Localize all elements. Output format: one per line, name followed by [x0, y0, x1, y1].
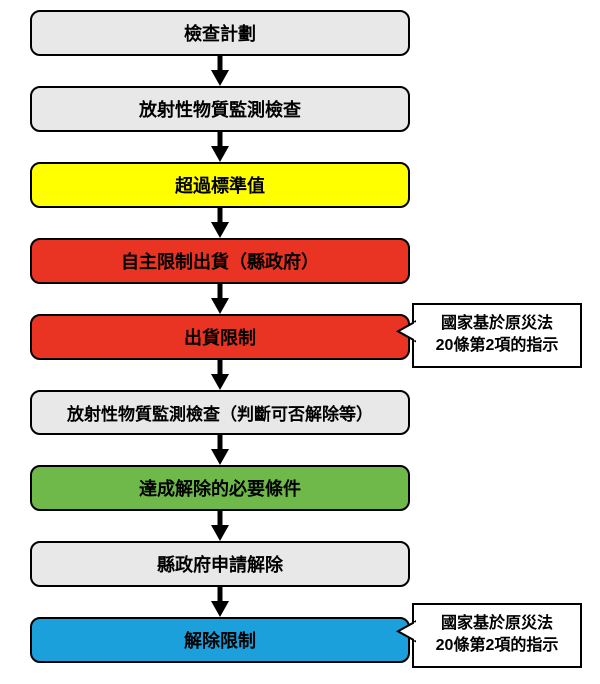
node-label: 放射性物質監測檢查（判斷可否解除等） [67, 405, 373, 424]
callout-line2: 20條第2項的指示 [420, 335, 574, 357]
callout-line2: 20條第2項的指示 [420, 635, 574, 657]
arrow-down-icon [30, 284, 410, 314]
node-label: 放射性物質監測檢查 [139, 100, 301, 120]
arrow-down-icon [30, 56, 410, 86]
callout-line1: 國家基於原災法 [420, 613, 574, 635]
arrow-down-icon [30, 511, 410, 541]
flow-node-n7: 達成解除的必要條件 [30, 465, 410, 511]
flow-node-n8: 縣政府申請解除 [30, 541, 410, 587]
arrow-down-icon [30, 587, 410, 617]
flow-node-n4: 自主限制出貨（縣政府） [30, 238, 410, 284]
node-label: 檢查計劃 [184, 24, 256, 44]
node-label: 出貨限制 [184, 328, 256, 348]
arrow-down-icon [30, 360, 410, 390]
flow-node-n2: 放射性物質監測檢查 [30, 86, 410, 132]
node-label: 達成解除的必要條件 [139, 479, 301, 499]
flow-node-n3: 超過標準值 [30, 162, 410, 208]
arrow-down-icon [30, 208, 410, 238]
callout-pointer-icon [396, 620, 416, 651]
node-label: 解除限制 [184, 631, 256, 651]
callout-n9: 國家基於原災法20條第2項的指示 [412, 603, 582, 668]
flow-node-n5: 出貨限制 [30, 314, 410, 360]
flow-node-n6: 放射性物質監測檢查（判斷可否解除等） [30, 390, 410, 435]
node-label: 自主限制出貨（縣政府） [121, 252, 319, 272]
node-label: 超過標準值 [175, 176, 265, 196]
callout-pointer-icon [396, 320, 416, 351]
arrow-down-icon [30, 132, 410, 162]
flow-node-n9: 解除限制 [30, 617, 410, 663]
arrow-down-icon [30, 435, 410, 465]
callout-n5: 國家基於原災法20條第2項的指示 [412, 303, 582, 368]
node-label: 縣政府申請解除 [157, 555, 283, 575]
callout-line1: 國家基於原災法 [420, 313, 574, 335]
flow-node-n1: 檢查計劃 [30, 10, 410, 56]
